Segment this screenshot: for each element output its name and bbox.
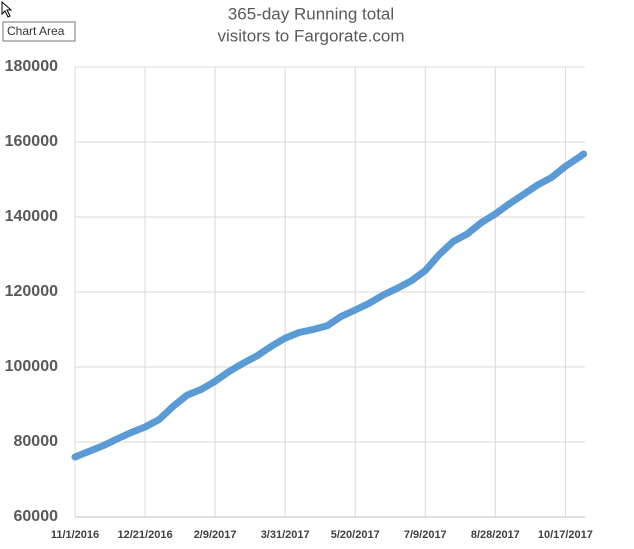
x-tick-label: 2/9/2017 xyxy=(194,529,237,541)
y-tick-label: 80000 xyxy=(14,433,59,450)
x-tick-label: 12/21/2016 xyxy=(118,529,173,541)
chart-title: 365-day Running total xyxy=(228,4,394,23)
y-tick-label: 120000 xyxy=(5,283,58,300)
y-tick-label: 160000 xyxy=(5,133,58,150)
x-tick-label: 3/31/2017 xyxy=(261,529,310,541)
chart-title: visitors to Fargorate.com xyxy=(217,26,404,45)
x-tick-label: 5/20/2017 xyxy=(331,529,380,541)
tooltip-box xyxy=(2,21,76,42)
y-tick-label: 100000 xyxy=(5,358,58,375)
data-line xyxy=(71,150,588,461)
cursor xyxy=(1,0,13,18)
x-tick-label: 11/1/2016 xyxy=(51,529,99,541)
y-tick-label: 180000 xyxy=(5,58,58,75)
tooltip: Chart Area xyxy=(7,24,65,38)
x-tick-label: 7/9/2017 xyxy=(404,529,447,541)
x-tick-label: 8/28/2017 xyxy=(471,529,520,541)
y-tick-label: 60000 xyxy=(14,508,59,525)
y-tick-label: 140000 xyxy=(5,208,58,225)
x-tick-label: 10/17/2017 xyxy=(538,529,593,541)
